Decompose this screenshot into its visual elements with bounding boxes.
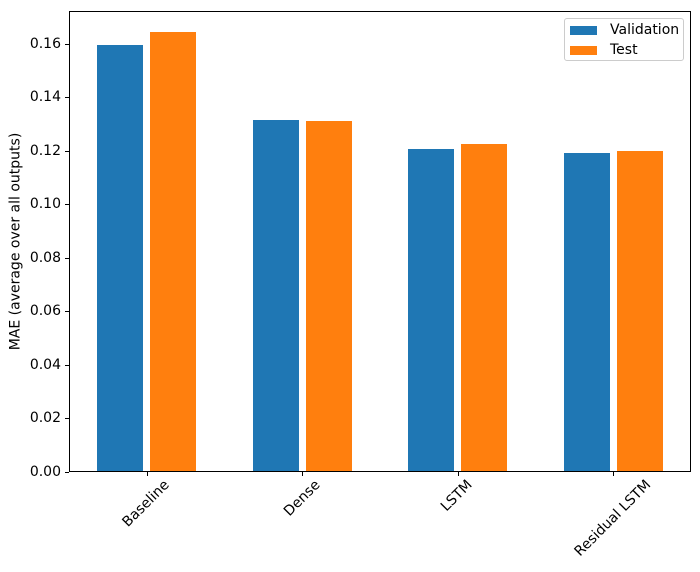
x-tick-label-residual-lstm: Residual LSTM — [571, 477, 655, 560]
y-tick-label: 0.00 — [29, 464, 61, 480]
y-tick-label: 0.04 — [29, 357, 61, 373]
y-tick-label: 0.08 — [29, 250, 61, 266]
bar-validation-residual-lstm — [563, 153, 610, 472]
y-tick-mark — [65, 365, 69, 366]
bar-validation-dense — [252, 120, 299, 472]
spine-left — [69, 11, 70, 472]
spine-bottom — [69, 471, 691, 472]
x-tick-label-baseline: Baseline — [119, 477, 173, 531]
legend-swatch-validation — [570, 25, 597, 35]
spine-top — [69, 11, 691, 12]
spine-right — [690, 11, 691, 472]
x-tick-mark — [302, 472, 303, 476]
y-tick-label: 0.14 — [29, 89, 61, 105]
x-tick-mark — [458, 472, 459, 476]
y-tick-label: 0.02 — [29, 410, 61, 426]
bar-test-dense — [305, 121, 352, 472]
legend-swatch-test — [570, 45, 597, 55]
y-tick-mark — [65, 258, 69, 259]
y-tick-mark — [65, 472, 69, 473]
y-tick-mark — [65, 97, 69, 98]
plot-area — [69, 11, 691, 472]
x-tick-label-dense: Dense — [280, 477, 324, 520]
y-tick-mark — [65, 44, 69, 45]
bar-validation-lstm — [408, 149, 455, 472]
legend-entry-validation: Validation — [570, 20, 683, 40]
y-tick-label: 0.06 — [29, 303, 61, 319]
y-tick-mark — [65, 418, 69, 419]
legend-label: Test — [610, 41, 638, 58]
y-tick-mark — [65, 151, 69, 152]
y-tick-mark — [65, 204, 69, 205]
bar-test-baseline — [150, 31, 197, 472]
y-tick-label: 0.12 — [29, 143, 61, 159]
x-tick-mark — [613, 472, 614, 476]
bar-validation-baseline — [97, 45, 144, 472]
x-tick-mark — [147, 472, 148, 476]
bar-test-lstm — [461, 144, 508, 472]
y-tick-mark — [65, 311, 69, 312]
bar-test-residual-lstm — [616, 150, 663, 472]
x-tick-label-lstm: LSTM — [438, 477, 477, 515]
legend-label: Validation — [610, 21, 680, 38]
y-tick-label: 0.10 — [29, 196, 61, 212]
y-tick-label: 0.16 — [29, 36, 61, 52]
legend: Validation Test — [564, 18, 684, 61]
y-axis-label: MAE (average over all outputs) — [7, 132, 24, 351]
legend-entry-test: Test — [570, 40, 683, 60]
